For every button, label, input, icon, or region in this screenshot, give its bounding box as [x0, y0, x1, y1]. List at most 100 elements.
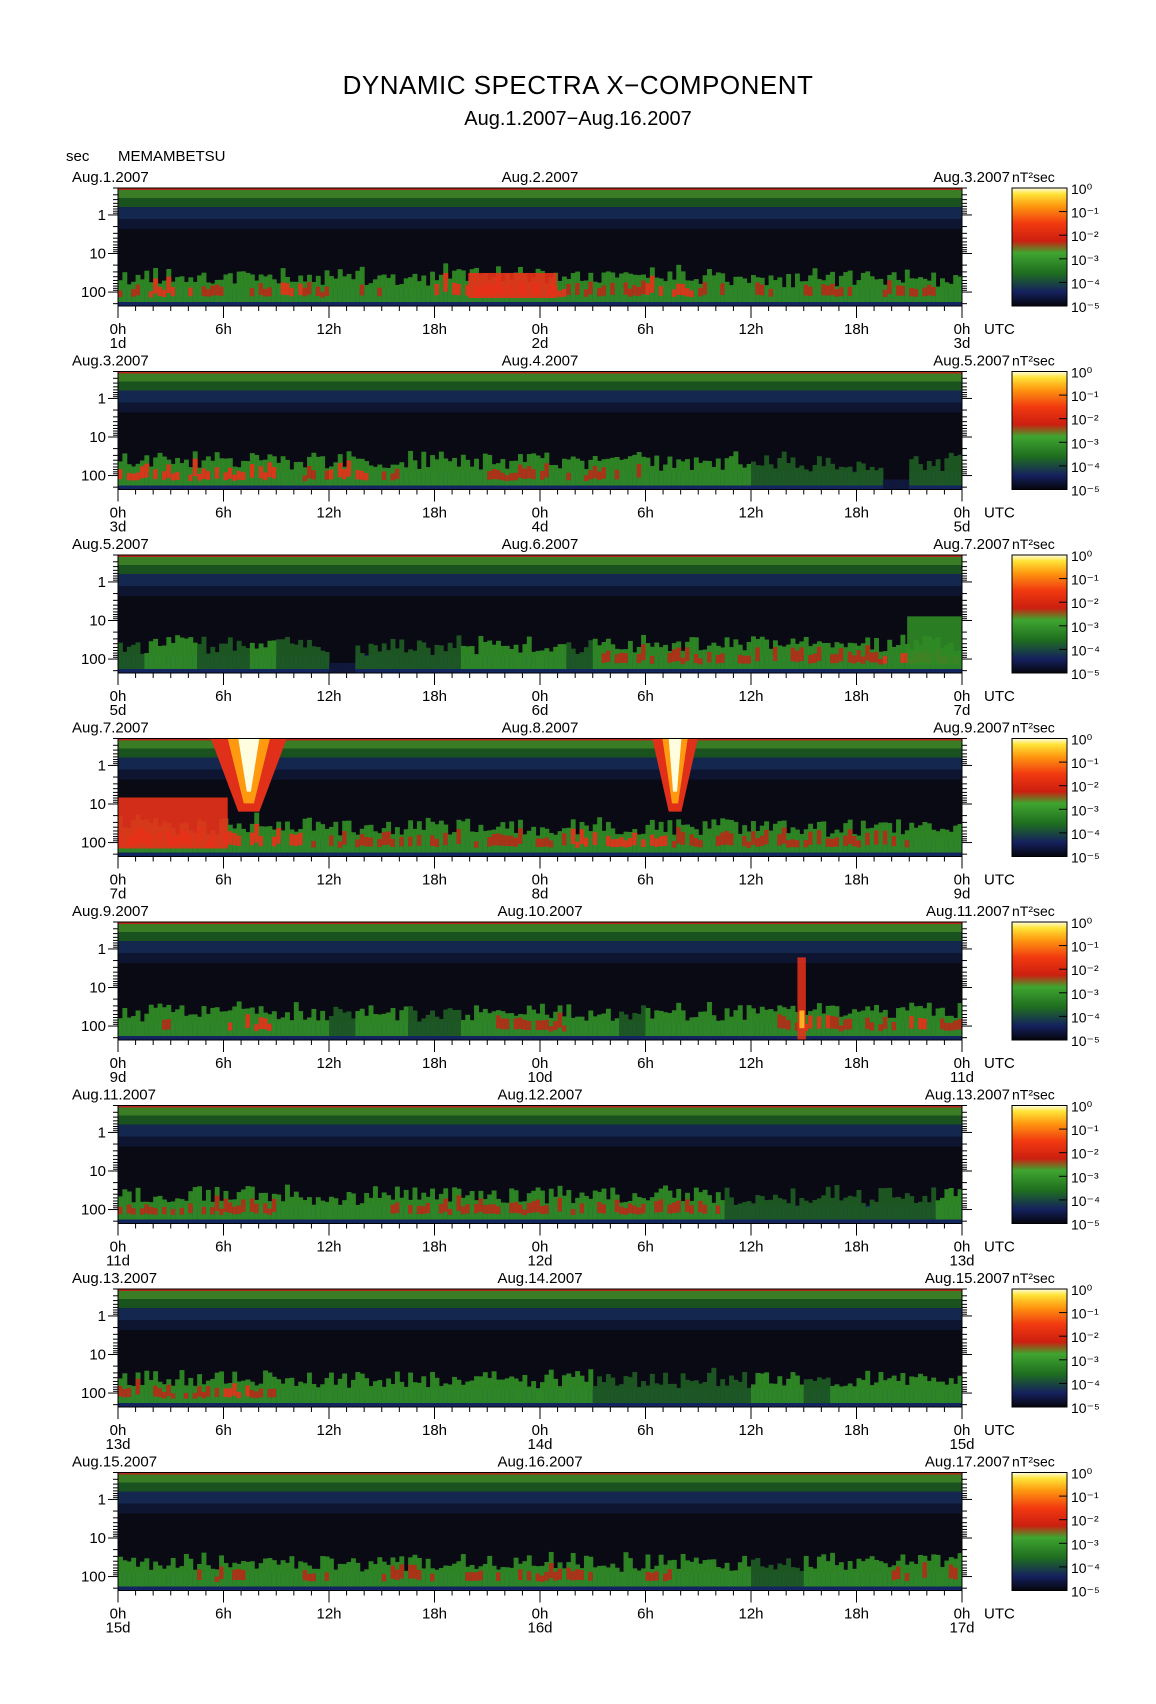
- panel-date-start: Aug.3.2007: [72, 353, 149, 370]
- panel-date-mid: Aug.14.2007: [497, 1270, 582, 1287]
- x-tick-label: 18h: [422, 1055, 447, 1072]
- panel-date-end: Aug.7.2007: [933, 536, 1010, 553]
- day-label: 1d: [110, 335, 127, 352]
- colorbar-tick-label: 10⁻¹: [1071, 388, 1099, 404]
- day-label: 6d: [532, 702, 549, 719]
- y-tick-label: 100: [81, 835, 106, 852]
- x-tick-label: 6h: [637, 1422, 654, 1439]
- chart-title: DYNAMIC SPECTRA X−COMPONENT: [342, 70, 814, 100]
- x-tick-label: 6h: [637, 688, 654, 705]
- colorbar: [1011, 187, 1068, 307]
- colorbar-tick-label: 10⁰: [1071, 1282, 1093, 1298]
- colorbar-tick-label: 10⁻²: [1071, 412, 1099, 428]
- x-tick-label: 0h: [954, 1422, 971, 1439]
- panel-date-mid: Aug.6.2007: [502, 536, 579, 553]
- x-tick-label: 12h: [316, 688, 341, 705]
- panel-date-end: Aug.3.2007: [933, 169, 1010, 186]
- x-tick-label: 0h: [532, 321, 549, 338]
- y-tick-label: 1: [98, 207, 106, 224]
- x-tick-label: 6h: [637, 1055, 654, 1072]
- x-tick-label: 6h: [215, 505, 232, 522]
- x-tick-label: 0h: [532, 1239, 549, 1256]
- panel-date-start: Aug.5.2007: [72, 536, 149, 553]
- spectrogram-panel: 1 10 100 0h 6h 12h 18h 0h 6h 12h 18h 0h UTC 3d 4d 5d Aug…: [72, 353, 1100, 536]
- colorbar-tick-label: 10⁻⁴: [1071, 826, 1100, 842]
- colorbar-tick-label: 10⁻³: [1071, 1353, 1099, 1369]
- x-tick-label: 12h: [738, 872, 763, 889]
- y-tick-label: 100: [81, 1569, 106, 1586]
- panel-date-mid: Aug.12.2007: [497, 1087, 582, 1104]
- x-tick-label: 0h: [110, 1422, 127, 1439]
- y-tick-label: 100: [81, 651, 106, 668]
- chart-subtitle: Aug.1.2007−Aug.16.2007: [464, 108, 692, 130]
- y-tick-label: 10: [89, 429, 106, 446]
- colorbar-tick-label: 10⁻²: [1071, 779, 1099, 795]
- x-tick-label: 6h: [215, 1055, 232, 1072]
- x-axis-unit-label: UTC: [984, 688, 1015, 705]
- colorbar-tick-label: 10⁻⁴: [1071, 1376, 1100, 1392]
- colorbar-tick-label: 10⁻²: [1071, 1329, 1099, 1345]
- y-tick-label: 1: [98, 390, 106, 407]
- y-axis-unit-label: sec: [66, 148, 90, 165]
- colorbar-unit-label: nT²sec: [1012, 1087, 1055, 1103]
- x-tick-label: 12h: [738, 1422, 763, 1439]
- spectrogram-panel: 1 10 100 0h 6h 12h 18h 0h 6h 12h 18h 0h UTC 11d 12d 13d…: [72, 1087, 1100, 1270]
- colorbar-tick-label: 10⁻⁴: [1071, 275, 1100, 291]
- panel-date-start: Aug.13.2007: [72, 1270, 157, 1287]
- colorbar: [1011, 1472, 1068, 1591]
- x-tick-label: 12h: [316, 1055, 341, 1072]
- colorbar-unit-label: nT²sec: [1012, 169, 1055, 185]
- panel-date-end: Aug.17.2007: [925, 1454, 1010, 1471]
- y-tick-label: 10: [89, 1530, 106, 1547]
- x-tick-label: 18h: [844, 872, 869, 889]
- colorbar-tick-label: 10⁻²: [1071, 595, 1099, 611]
- colorbar-tick-label: 10⁻³: [1071, 1536, 1099, 1552]
- colorbar-tick-label: 10⁻⁵: [1071, 299, 1100, 315]
- day-label: 15d: [105, 1620, 130, 1637]
- x-tick-label: 0h: [954, 1239, 971, 1256]
- x-tick-label: 18h: [422, 872, 447, 889]
- colorbar-tick-label: 10⁻⁴: [1071, 1560, 1100, 1576]
- x-tick-label: 0h: [110, 505, 127, 522]
- x-tick-label: 6h: [637, 1606, 654, 1623]
- x-tick-label: 18h: [422, 1606, 447, 1623]
- x-tick-label: 0h: [110, 321, 127, 338]
- x-axis-unit-label: UTC: [984, 321, 1015, 338]
- panel-date-end: Aug.11.2007: [926, 903, 1010, 920]
- x-axis-unit-label: UTC: [984, 872, 1015, 889]
- x-tick-label: 18h: [422, 688, 447, 705]
- day-label: 15d: [949, 1436, 974, 1453]
- colorbar-unit-label: nT²sec: [1012, 720, 1055, 736]
- x-tick-label: 12h: [738, 1055, 763, 1072]
- x-tick-label: 18h: [844, 1606, 869, 1623]
- x-tick-label: 6h: [215, 688, 232, 705]
- x-tick-label: 18h: [844, 321, 869, 338]
- x-tick-label: 0h: [954, 321, 971, 338]
- day-label: 11d: [950, 1069, 974, 1086]
- spectrogram-panel: 1 10 100 0h 6h 12h 18h 0h 6h 12h 18h 0h UTC 1d 2d 3d Aug…: [72, 169, 1100, 352]
- panel-date-mid: Aug.4.2007: [502, 353, 579, 370]
- x-tick-label: 18h: [422, 1239, 447, 1256]
- colorbar: [1011, 1288, 1068, 1408]
- x-tick-label: 18h: [844, 505, 869, 522]
- colorbar-tick-label: 10⁻⁵: [1071, 1584, 1100, 1600]
- colorbar: [1011, 554, 1068, 674]
- colorbar-tick-label: 10⁻³: [1071, 1169, 1099, 1185]
- colorbar-tick-label: 10⁻⁵: [1071, 1400, 1100, 1416]
- x-tick-label: 12h: [738, 1239, 763, 1256]
- x-tick-label: 18h: [422, 1422, 447, 1439]
- colorbar-tick-label: 10⁻⁴: [1071, 642, 1100, 658]
- x-tick-label: 0h: [110, 1055, 127, 1072]
- x-tick-label: 6h: [637, 1239, 654, 1256]
- y-tick-label: 10: [89, 1163, 106, 1180]
- x-tick-label: 12h: [738, 688, 763, 705]
- x-tick-label: 0h: [532, 1422, 549, 1439]
- colorbar-tick-label: 10⁻¹: [1071, 755, 1099, 771]
- x-tick-label: 0h: [954, 872, 971, 889]
- day-label: 2d: [532, 335, 549, 352]
- day-label: 12d: [527, 1253, 552, 1270]
- panel-date-mid: Aug.2.2007: [502, 169, 579, 186]
- y-tick-label: 100: [81, 1202, 106, 1219]
- colorbar-tick-label: 10⁻³: [1071, 252, 1099, 268]
